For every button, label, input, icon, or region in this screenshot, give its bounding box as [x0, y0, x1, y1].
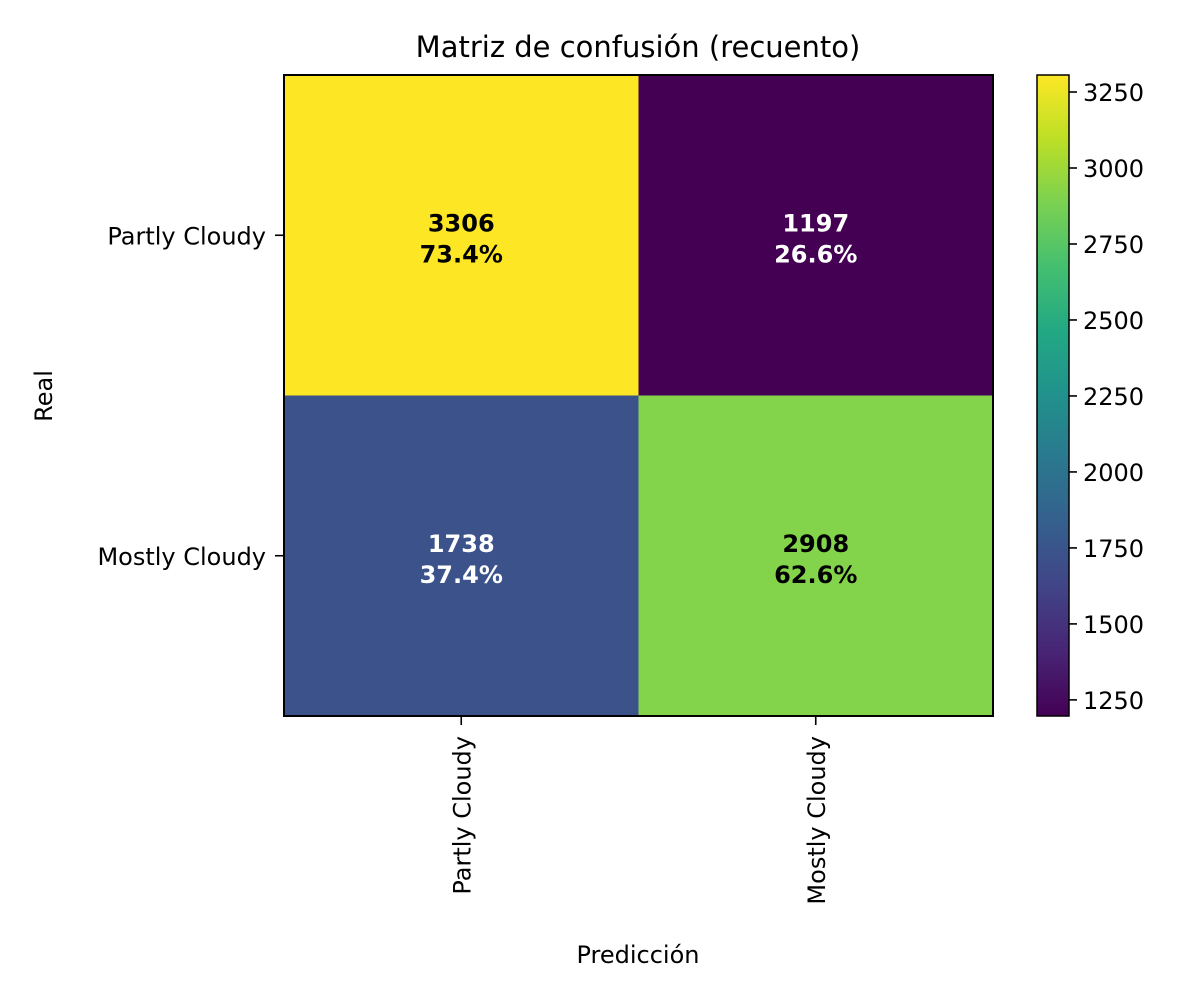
cell-label-r1-c0: 1738 37.4%: [420, 530, 503, 589]
x-tick-label: Mostly Cloudy: [803, 736, 831, 905]
y-axis-title: Real: [30, 370, 58, 422]
colorbar-tick-label: 1750: [1083, 535, 1144, 563]
colorbar-tick-label: 3250: [1083, 79, 1144, 107]
x-axis-ticks: Partly Cloudy Mostly Cloudy: [448, 716, 831, 905]
cell-annotations: 3306 73.4% 1197 26.6% 1738 37.4% 2908 62.6%: [420, 209, 858, 589]
colorbar-tick-label: 2500: [1083, 307, 1144, 335]
chart-title: Matriz de confusión (recuento): [416, 30, 861, 64]
y-tick-label: Partly Cloudy: [107, 222, 266, 250]
colorbar-tick-label: 2750: [1083, 231, 1144, 259]
colorbar-tick-label: 1500: [1083, 611, 1144, 639]
colorbar-tick-label: 1250: [1083, 687, 1144, 715]
x-axis-title: Predicción: [576, 941, 699, 969]
heatmap-cell-r0-c0: [284, 75, 639, 396]
heatmap-cell-r0-c1: [638, 75, 993, 396]
colorbar-tick-label: 3000: [1083, 155, 1144, 183]
colorbar-tick-label: 2000: [1083, 459, 1144, 487]
y-axis-ticks: Partly Cloudy Mostly Cloudy: [97, 222, 284, 571]
cell-label-r0-c0: 3306 73.4%: [420, 209, 503, 268]
colorbar: [1036, 74, 1070, 717]
plot-frame: [283, 74, 994, 717]
heatmap-cells: [284, 75, 993, 716]
colorbar-tick-label: 2250: [1083, 383, 1144, 411]
cell-label-r0-c1: 1197 26.6%: [774, 209, 857, 268]
cell-label-r1-c1: 2908 62.6%: [774, 530, 857, 589]
x-tick-label: Partly Cloudy: [448, 736, 476, 895]
heatmap-cell-r1-c0: [284, 395, 639, 716]
y-tick-label: Mostly Cloudy: [97, 543, 266, 571]
colorbar-ticks: 1250 1500 1750 2000 2250 2500 2750 3000 3250: [1069, 79, 1144, 715]
heatmap-cell-r1-c1: [638, 395, 993, 716]
